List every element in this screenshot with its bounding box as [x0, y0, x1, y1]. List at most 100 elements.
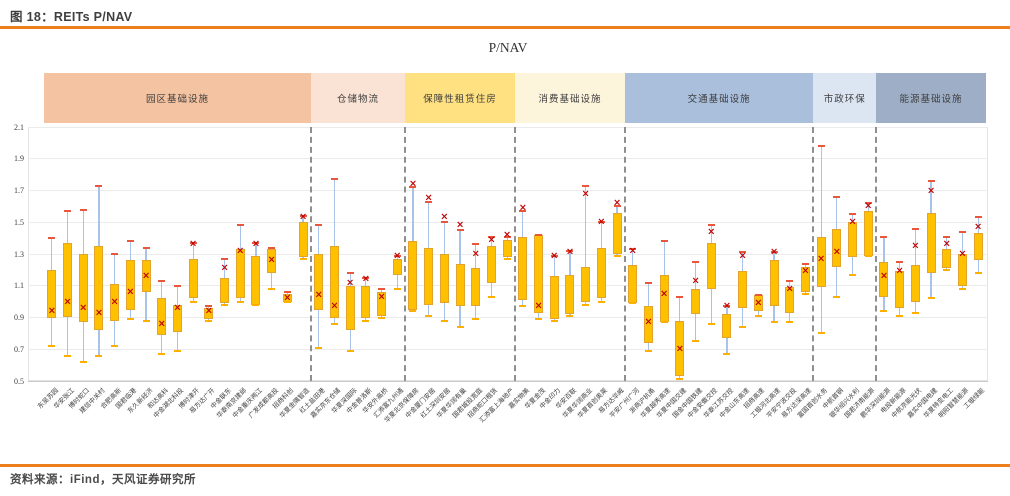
mean-x-marker: × [424, 192, 433, 204]
boxplot-max-cap [79, 208, 87, 211]
boxplot-min-cap [660, 321, 668, 324]
gridline [28, 348, 988, 350]
y-axis-tick-label: 0.7 [14, 344, 24, 354]
boxplot-box [377, 292, 387, 316]
boxplot-min-cap [95, 354, 103, 357]
boxplot-min-cap [896, 314, 904, 317]
boxplot-max-cap [613, 205, 621, 208]
boxplot-min-cap [79, 360, 87, 363]
boxplot-box [581, 266, 591, 302]
boxplot-box [424, 247, 434, 305]
boxplot-max-cap [629, 248, 637, 251]
boxplot-min-cap [927, 297, 935, 300]
boxplot-min-cap [299, 257, 307, 260]
boxplot-min-cap [707, 322, 715, 325]
mean-x-marker: × [722, 300, 731, 312]
boxplot-box [769, 260, 779, 307]
y-axis-tick-label: 1.7 [14, 186, 24, 195]
boxplot-min-cap [566, 314, 574, 317]
category-band-label: 保障性租赁住房 [423, 95, 497, 105]
boxplot-min-cap [833, 295, 841, 298]
boxplot-min-cap [676, 378, 684, 381]
boxplot-box [47, 269, 57, 318]
mean-x-marker: × [974, 221, 983, 233]
mean-x-marker: × [597, 216, 606, 228]
mean-x-marker: × [220, 262, 229, 274]
top-orange-rule [0, 26, 1010, 29]
boxplot-max-cap [252, 241, 260, 244]
boxplot-box [392, 258, 402, 275]
mean-x-marker: × [110, 296, 119, 308]
boxplot-max-cap [519, 210, 527, 213]
mean-x-marker: × [895, 265, 904, 277]
mean-x-marker: × [94, 307, 103, 319]
boxplot-max-cap [64, 210, 72, 213]
boxplot-box [738, 271, 748, 308]
boxplot-box [63, 242, 73, 318]
mean-x-marker: × [440, 211, 449, 223]
boxplot-min-cap [535, 318, 543, 321]
boxplot-box [345, 285, 355, 331]
mean-x-marker: × [471, 248, 480, 260]
boxplot-max-cap [786, 279, 794, 282]
boxplot-max-cap [817, 145, 825, 148]
mean-x-marker: × [738, 250, 747, 262]
boxplot-box [895, 271, 905, 308]
boxplot-box [235, 249, 245, 299]
mean-x-marker: × [817, 253, 826, 265]
boxplot-box [172, 304, 182, 332]
category-band: 保障性租赁住房 [405, 73, 515, 123]
boxplot-box [816, 236, 826, 288]
boxplot-max-cap [456, 229, 464, 232]
boxplot-max-cap [362, 276, 370, 279]
mean-x-marker: × [456, 219, 465, 231]
boxplot-box [628, 265, 638, 304]
boxplot-max-cap [707, 224, 715, 227]
boxplot-max-cap [974, 216, 982, 219]
boxplot-box [785, 287, 795, 313]
boxplot-max-cap [425, 200, 433, 203]
boxplot-box [832, 228, 842, 267]
boxplot-min-cap [519, 305, 527, 308]
boxplot-max-cap [409, 186, 417, 189]
boxplot-max-cap [111, 253, 119, 255]
boxplot-whisker [585, 185, 587, 305]
boxplot-min-cap [221, 303, 229, 306]
boxplot-max-cap [833, 195, 841, 198]
mean-x-marker: × [770, 246, 779, 258]
mean-x-marker: × [942, 238, 951, 250]
boxplot-max-cap [535, 233, 543, 236]
mean-x-marker: × [550, 250, 559, 262]
boxplot-min-cap [880, 310, 888, 313]
section-separator-line [309, 127, 312, 381]
gridline [28, 380, 988, 382]
boxplot-min-cap [111, 345, 119, 348]
mean-x-marker: × [581, 188, 590, 200]
mean-x-marker: × [142, 270, 151, 282]
boxplot-min-cap [911, 311, 919, 314]
category-band: 市政环保 [813, 73, 877, 123]
boxplot-max-cap [566, 249, 574, 252]
mean-x-marker: × [518, 202, 527, 214]
boxplot-max-cap [770, 251, 778, 254]
boxplot-min-cap [582, 303, 590, 306]
boxplot-min-cap [692, 340, 700, 343]
boxplot-box [314, 254, 324, 310]
boxplot-min-cap [268, 287, 276, 290]
boxplot-min-cap [958, 287, 966, 290]
gridline [28, 126, 988, 128]
boxplot-min-cap [126, 318, 134, 321]
boxplot-box [125, 260, 135, 310]
mean-x-marker: × [503, 229, 512, 241]
y-axis-tick-label: 2.1 [14, 122, 24, 132]
category-band-label: 能源基础设施 [899, 95, 963, 105]
mean-x-marker: × [299, 211, 308, 223]
section-separator-line [875, 127, 878, 381]
figure-label: 图 18： [10, 10, 54, 24]
boxplot-max-cap [299, 214, 307, 217]
gridline [28, 190, 988, 191]
y-axis-tick-label: 0.5 [14, 376, 24, 386]
category-band: 园区基础设施 [44, 73, 311, 123]
boxplot-box [220, 277, 230, 304]
boxplot-box [800, 266, 810, 293]
